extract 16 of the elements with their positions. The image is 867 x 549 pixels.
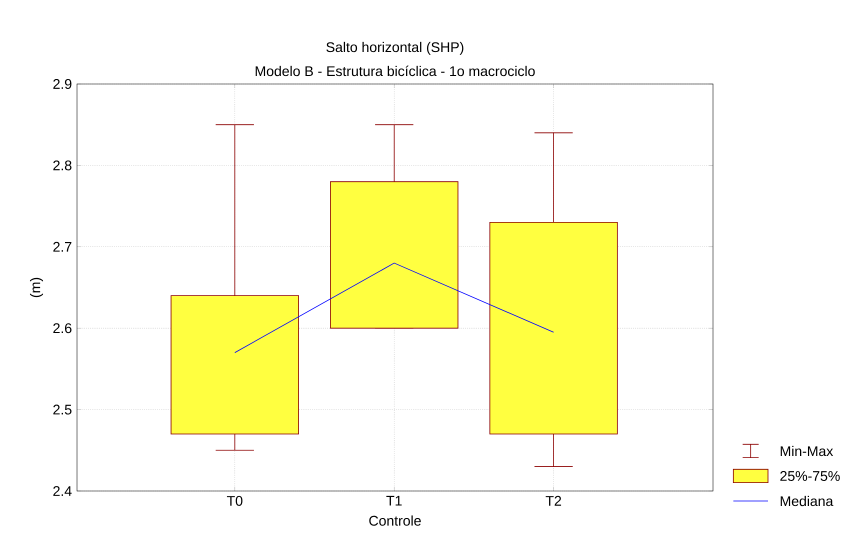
y-axis-title: (m) xyxy=(30,278,44,298)
chart-title: Salto horizontal (SHP) xyxy=(326,42,464,55)
text: Min-Max xyxy=(780,446,834,456)
y-tick-label: 2.6 xyxy=(53,323,72,334)
y-tick-label: 2.4 xyxy=(53,486,72,496)
y-tick-label: 2.8 xyxy=(53,160,72,170)
x-tick-label: T2 xyxy=(546,496,562,506)
legend-label: Mediana xyxy=(780,496,834,506)
chart-subtitle: Modelo B - Estrutura bicíclica - 1o macrociclo xyxy=(256,66,535,76)
y-tick-label: 2.9 xyxy=(53,79,72,89)
x-tick-label: T1 xyxy=(386,496,402,506)
y-tick-label: 2.7 xyxy=(53,242,72,252)
y-tick-label: 2.5 xyxy=(53,404,72,415)
legend-label: 25%-75% xyxy=(780,471,840,481)
x-axis-title: Controle xyxy=(369,515,421,526)
x-tick-label: T0 xyxy=(226,496,242,506)
